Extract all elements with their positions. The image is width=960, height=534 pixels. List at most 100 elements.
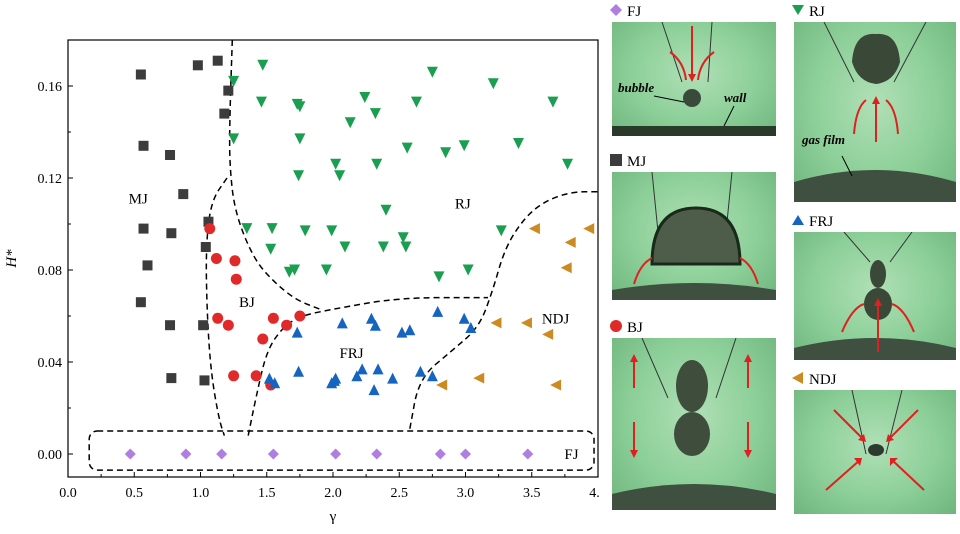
photo-panel-rj: gas film — [794, 22, 956, 202]
data-point-mj — [219, 108, 230, 119]
plot-frame — [67, 39, 599, 478]
data-point-rj — [339, 241, 351, 253]
data-point-frj — [372, 363, 384, 375]
data-point-mj — [142, 260, 153, 271]
data-point-ndj — [436, 379, 448, 391]
x-tick-label: 0.0 — [59, 486, 77, 501]
data-point-bj — [229, 255, 241, 267]
scatter-chart: 0.0 0.5 1.0 1.5 2.0 2.5 3.0 3.5 4.0 0.00 0.04 0.08 0… — [4, 39, 600, 525]
data-point-ndj — [550, 379, 562, 391]
data-point-rj — [255, 96, 267, 108]
data-point-rj — [359, 92, 371, 103]
x-tick-label: 3.5 — [523, 486, 541, 501]
data-point-mj — [203, 216, 214, 227]
data-point-ndj — [490, 317, 502, 329]
photo-panel-bj — [612, 338, 776, 510]
triangle-up-icon — [792, 214, 804, 231]
data-point-fj — [330, 448, 342, 460]
data-point-frj — [351, 370, 363, 382]
data-point-frj — [356, 363, 368, 375]
data-point-mj — [166, 228, 177, 239]
y-tick-label: 0.12 — [38, 172, 63, 187]
x-tick-label: 3.0 — [457, 486, 475, 501]
data-point-ndj — [583, 223, 595, 235]
panel-label-mj: MJ — [610, 154, 646, 171]
data-point-rj — [265, 243, 277, 255]
data-point-frj — [396, 326, 408, 338]
region-label-rj: RJ — [455, 196, 471, 212]
data-point-fj — [180, 448, 192, 460]
data-point-rj — [462, 264, 474, 276]
panel-label-frj: FRJ — [792, 214, 833, 231]
data-point-ndj — [528, 223, 540, 235]
data-point-rj — [228, 75, 240, 87]
data-point-rj — [294, 101, 306, 113]
data-point-rj — [293, 170, 305, 182]
x-tick-label: 2.5 — [391, 486, 409, 501]
boundary-fj-box — [88, 430, 595, 471]
data-point-frj — [269, 377, 281, 389]
panel-label-fj: FJ — [610, 4, 641, 21]
boundary-bj-frj — [247, 296, 489, 436]
data-point-rj — [380, 204, 392, 216]
region-label-bj: BJ — [239, 295, 255, 311]
data-point-fj — [216, 448, 228, 460]
data-point-mj — [178, 189, 189, 200]
data-point-rj — [326, 225, 338, 237]
data-point-mj — [165, 150, 176, 160]
data-point-rj — [228, 133, 240, 145]
photo-panel-mj — [612, 172, 776, 300]
data-point-bj — [204, 223, 216, 235]
y-tick-label: 0.16 — [38, 80, 63, 95]
data-point-rj — [410, 96, 422, 108]
data-point-bj — [210, 253, 222, 264]
data-point-fj — [124, 448, 136, 460]
data-point-rj — [562, 158, 574, 170]
data-point-bj — [281, 319, 293, 331]
data-point-rj — [299, 225, 311, 237]
data-point-rj — [400, 241, 412, 253]
data-point-rj — [334, 170, 346, 182]
data-point-rj — [495, 225, 507, 237]
annotation-gas-film: gas film — [802, 132, 845, 147]
annotation-bubble: bubble — [618, 80, 655, 95]
data-point-ndj — [564, 236, 576, 248]
square-icon — [610, 154, 622, 171]
data-point-rj — [283, 266, 295, 278]
data-point-mj — [135, 297, 146, 308]
data-point-bj — [294, 310, 306, 322]
circle-icon — [610, 320, 622, 337]
data-point-bj — [257, 333, 269, 345]
y-tick-label: 0.08 — [38, 264, 63, 279]
region-label-ndj: NDJ — [542, 311, 570, 327]
region-label-mj: MJ — [129, 192, 148, 208]
y-axis-label: H* — [4, 249, 20, 269]
data-point-frj — [365, 312, 377, 324]
data-point-rj — [440, 147, 452, 159]
data-point-fj — [371, 448, 383, 460]
data-point-fj — [460, 448, 471, 460]
x-tick-label: 2.0 — [324, 486, 342, 501]
y-tick-label: 0.04 — [38, 356, 63, 371]
data-point-mj — [199, 375, 210, 386]
panel-label-bj: BJ — [610, 320, 643, 337]
data-point-rj — [257, 59, 269, 71]
x-tick-label: 1.0 — [192, 486, 210, 501]
x-tick-label: 4.0 — [589, 486, 600, 501]
data-point-rj — [266, 223, 278, 235]
data-point-frj — [387, 372, 399, 384]
data-point-rj — [320, 264, 332, 276]
data-point-rj — [487, 78, 499, 90]
data-point-frj — [458, 312, 470, 324]
wall-surface — [612, 126, 776, 136]
data-point-ndj — [560, 262, 572, 274]
boundary-mj-rj — [228, 39, 321, 310]
data-point-ndj — [473, 372, 485, 384]
data-point-rj — [369, 108, 381, 120]
data-point-bj — [222, 319, 234, 331]
data-point-ndj — [542, 328, 554, 340]
annotation-wall: wall — [724, 90, 747, 105]
region-label-frj: FRJ — [339, 346, 363, 362]
x-tick-label: 0.5 — [126, 486, 144, 501]
data-point-rj — [513, 138, 524, 149]
